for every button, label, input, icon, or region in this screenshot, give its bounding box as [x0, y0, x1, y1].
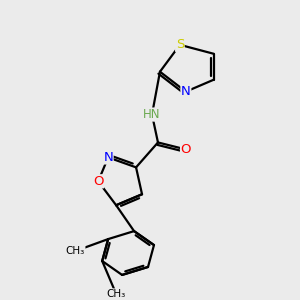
- Text: O: O: [181, 143, 191, 156]
- Text: O: O: [93, 175, 104, 188]
- Text: S: S: [176, 38, 184, 51]
- Text: HN: HN: [143, 108, 161, 121]
- Text: CH₃: CH₃: [66, 246, 85, 256]
- Text: N: N: [103, 151, 113, 164]
- Text: CH₃: CH₃: [106, 289, 126, 299]
- Text: N: N: [181, 85, 191, 98]
